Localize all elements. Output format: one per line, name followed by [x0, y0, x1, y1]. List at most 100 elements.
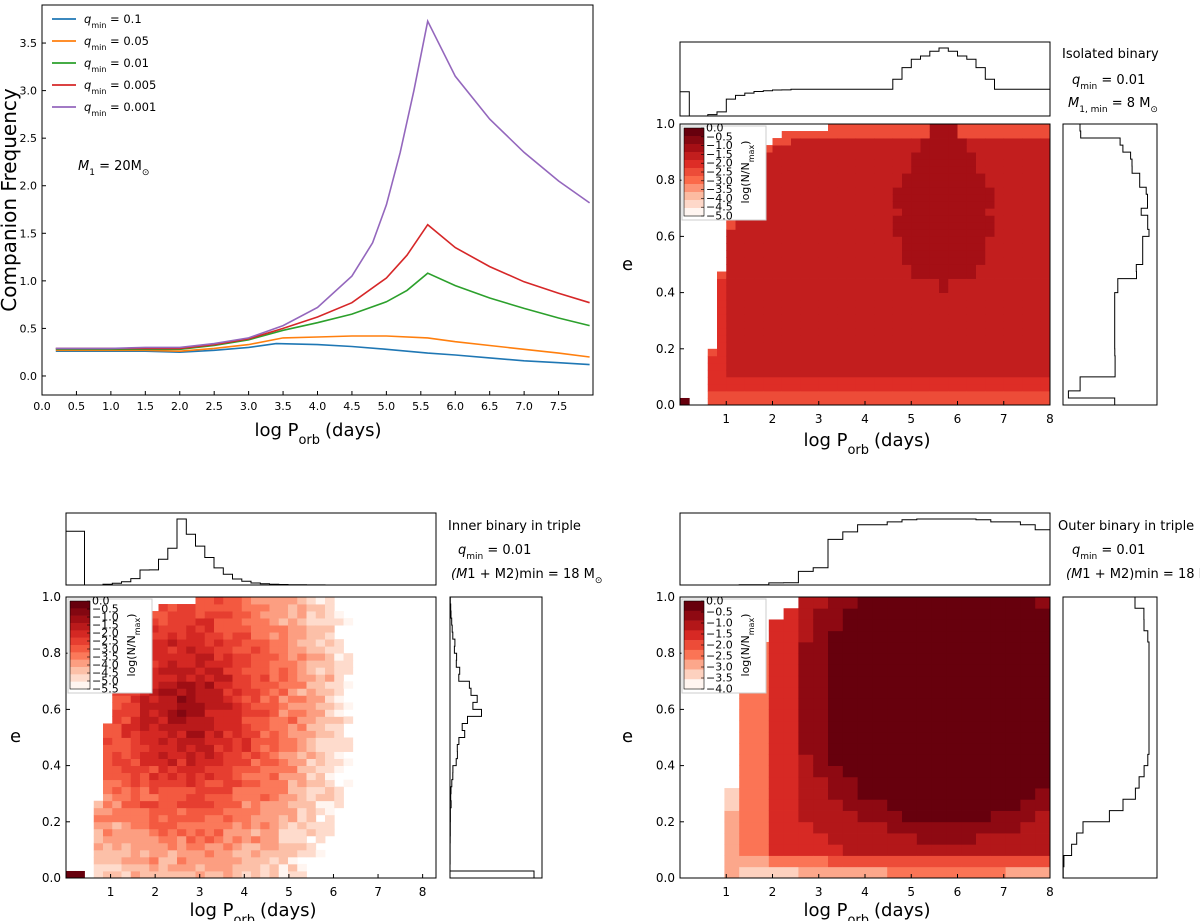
heatmap-cell: [911, 334, 921, 343]
heatmap-cell: [726, 292, 736, 301]
x-tick-label: 6.5: [481, 400, 499, 413]
heatmap-cell: [195, 639, 206, 647]
heatmap-cell: [791, 306, 801, 315]
heatmap-cell: [1040, 124, 1051, 132]
heatmap-cell: [828, 152, 838, 160]
heatmap-cell: [929, 292, 940, 301]
heatmap-cell: [948, 180, 958, 188]
heatmap-cell: [902, 208, 912, 216]
heatmap-cell: [121, 786, 132, 795]
heatmap-cell: [241, 709, 252, 717]
heatmap-cell: [939, 243, 949, 251]
colorbar-tick-label: −3.0: [92, 643, 119, 656]
heatmap-cell: [948, 229, 958, 237]
heatmap-cell: [1003, 355, 1014, 364]
heatmap-cell: [103, 856, 113, 865]
heatmap-cell: [961, 630, 977, 643]
heatmap-cell: [288, 674, 298, 682]
heatmap-cell: [744, 222, 755, 230]
heatmap-cell: [195, 821, 206, 830]
heatmap-cell: [315, 660, 326, 668]
heatmap-cell: [837, 285, 847, 293]
heatmap-cell: [855, 187, 866, 195]
heatmap-cell: [167, 667, 178, 675]
heatmap-cell: [800, 299, 810, 308]
heatmap-cell: [874, 145, 884, 153]
heatmap-cell: [846, 327, 857, 336]
heatmap-cell: [961, 608, 977, 620]
y-tick-label: 1.0: [656, 590, 675, 604]
heatmap-cell: [994, 145, 1005, 153]
heatmap-cell: [1013, 124, 1023, 132]
heatmap-cell: [948, 362, 958, 371]
colorbar-tick-label: −0.5: [706, 130, 733, 143]
heatmap-cell: [857, 720, 873, 733]
heatmap-cell: [315, 625, 326, 633]
heatmap-cell: [902, 229, 912, 237]
heatmap-cell: [112, 828, 122, 837]
heatmap-cell: [1013, 355, 1023, 364]
heatmap-cell: [994, 334, 1005, 343]
heatmap-cell: [857, 788, 873, 800]
m-min-label: M1, min = 8 M⊙: [1068, 96, 1158, 115]
heatmap-cell: [1003, 341, 1014, 350]
heatmap-cell: [883, 138, 894, 146]
heatmap-cell: [828, 675, 844, 688]
heatmap-cell: [93, 856, 104, 865]
heatmap-cell: [994, 390, 1005, 399]
heatmap-cell: [744, 327, 755, 336]
heatmap-cell: [939, 236, 949, 244]
heatmap-cell: [325, 814, 335, 823]
x-tick-label: 3: [815, 412, 823, 426]
heatmap-cell: [325, 597, 335, 605]
heatmap-cell: [902, 341, 912, 350]
heatmap-cell: [791, 320, 801, 329]
heatmap-cell: [902, 236, 912, 244]
heatmap-cell: [931, 754, 947, 766]
heatmap-cell: [976, 285, 986, 293]
heatmap-cell: [828, 173, 838, 181]
heatmap-cell: [167, 800, 178, 809]
heatmap-cell: [251, 660, 261, 668]
heatmap-cell: [883, 215, 894, 223]
heatmap-cell: [1040, 166, 1051, 174]
heatmap-cell: [269, 779, 280, 788]
heatmap-cell: [186, 611, 196, 619]
heatmap-cell: [772, 152, 783, 160]
heatmap-cell: [1013, 138, 1023, 146]
heatmap-cell: [902, 686, 918, 699]
heatmap-cell: [214, 870, 224, 879]
colorbar-tick-label: −2.5: [706, 650, 733, 663]
heatmap-cell: [1035, 810, 1051, 823]
heatmap-cell: [985, 299, 995, 308]
heatmap-cell: [931, 788, 947, 800]
heatmap-cell: [961, 619, 977, 632]
heatmap-cell: [204, 870, 215, 879]
heatmap-cell: [920, 173, 931, 181]
heatmap-cell: [976, 292, 986, 301]
heatmap-cell: [855, 236, 866, 244]
heatmap-cell: [717, 327, 727, 336]
x-tick-label: 6: [954, 885, 962, 899]
colorbar-swatch: [70, 637, 90, 646]
heatmap-cell: [763, 222, 773, 230]
heatmap-cell: [315, 695, 326, 703]
heatmap-cell: [828, 145, 838, 153]
heatmap-cell: [1022, 369, 1032, 378]
heatmap-cell: [315, 653, 326, 661]
heatmap-cell: [278, 779, 289, 788]
heatmap-cell: [791, 285, 801, 293]
heatmap-cell: [1040, 334, 1051, 343]
heatmap-cell: [334, 681, 344, 689]
heatmap-cell: [818, 292, 829, 301]
heatmap-cell: [837, 313, 847, 322]
heatmap-cell: [130, 807, 141, 816]
heatmap-cell: [763, 173, 773, 181]
heatmap-cell: [325, 807, 335, 816]
heatmap-cell: [195, 681, 206, 689]
heatmap-cell: [994, 320, 1005, 329]
heatmap-cell: [857, 608, 873, 620]
heatmap-cell: [791, 215, 801, 223]
heatmap-cell: [892, 208, 903, 216]
heatmap-cell: [828, 313, 838, 322]
